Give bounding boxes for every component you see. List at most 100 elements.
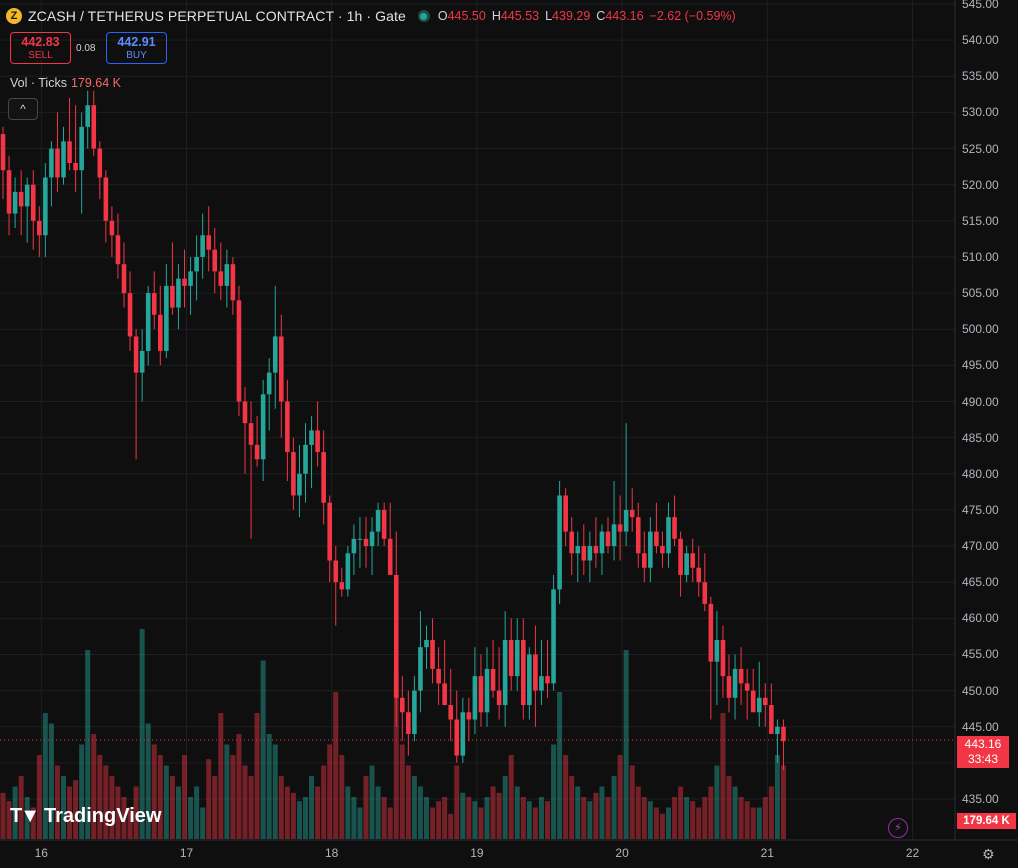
- volume-bar: [538, 797, 544, 839]
- volume-bar: [411, 776, 417, 839]
- buy-button[interactable]: 442.91 BUY: [106, 32, 167, 64]
- candle: [91, 90, 97, 156]
- lightning-icon[interactable]: ⚡: [888, 818, 908, 838]
- candle-body: [484, 668, 490, 713]
- volume-bar: [290, 792, 296, 839]
- volume-legend[interactable]: Vol · Ticks 179.64 K: [10, 76, 121, 90]
- price-axis-tick: 540.00: [962, 33, 999, 48]
- candle: [139, 329, 145, 402]
- gear-icon[interactable]: ⚙: [982, 846, 995, 862]
- price-axis-tick: 530.00: [962, 105, 999, 120]
- symbol-title[interactable]: ZCASH / TETHERUS PERPETUAL CONTRACT · 1h…: [28, 8, 406, 24]
- candle: [73, 105, 78, 192]
- candle-body: [496, 690, 502, 706]
- volume-bar: [351, 797, 357, 839]
- candle: [339, 567, 345, 597]
- candle: [345, 546, 351, 597]
- sell-price: 442.83: [21, 35, 60, 49]
- candle-body: [170, 285, 175, 308]
- candle-body: [188, 271, 193, 286]
- candle-body: [581, 546, 587, 561]
- volume-bar: [363, 776, 369, 839]
- candle: [466, 697, 472, 742]
- candle: [309, 415, 314, 489]
- tradingview-logo[interactable]: T▼ TradingView: [10, 805, 161, 828]
- candle-body: [611, 524, 617, 547]
- candle: [37, 206, 42, 257]
- candle: [436, 647, 441, 706]
- volume-bar: [762, 797, 768, 839]
- volume-bar: [466, 797, 472, 839]
- volume-bar: [30, 807, 36, 839]
- candle-body: [587, 546, 593, 561]
- candle: [623, 423, 629, 547]
- candle: [242, 387, 248, 474]
- volume-bar: [194, 786, 200, 839]
- volume-bar: [508, 755, 514, 839]
- candle: [170, 242, 175, 315]
- time-axis-tick: 16: [34, 846, 48, 860]
- candle-body: [539, 676, 544, 691]
- volume-bar: [532, 807, 538, 839]
- candle-body: [490, 668, 496, 691]
- candle-body: [527, 654, 532, 706]
- market-status-icon[interactable]: [417, 10, 430, 22]
- collapse-legend-button[interactable]: ^: [8, 98, 38, 120]
- candle-body: [327, 502, 332, 561]
- candle-body: [43, 177, 48, 236]
- volume-bar: [545, 801, 550, 839]
- volume-bar: [309, 776, 315, 839]
- candle-body: [97, 148, 103, 178]
- candle-body: [115, 235, 121, 265]
- candle: [418, 611, 423, 713]
- candle-body: [266, 372, 272, 395]
- volume-bar: [472, 801, 478, 839]
- candle-body: [418, 647, 423, 691]
- volume-bar: [278, 776, 284, 839]
- candle-body: [684, 553, 689, 575]
- candle-body: [720, 640, 726, 677]
- symbol-header[interactable]: Z ZCASH / TETHERUS PERPETUAL CONTRACT · …: [6, 6, 742, 26]
- candle: [321, 430, 326, 525]
- volume-bar: [200, 807, 206, 839]
- price-axis-tick: 520.00: [962, 177, 999, 192]
- candle-body: [164, 285, 169, 351]
- candle: [678, 531, 683, 597]
- time-axis-tick: 22: [905, 846, 920, 860]
- sell-button[interactable]: 442.83 SELL: [10, 32, 71, 64]
- candle-body: [242, 401, 248, 424]
- candle-body: [442, 683, 447, 706]
- candle-body: [551, 589, 556, 684]
- volume-bar: [375, 786, 381, 839]
- volume-bar: [272, 744, 278, 839]
- volume-bar: [738, 797, 744, 839]
- candle: [478, 654, 484, 727]
- candle: [188, 256, 193, 315]
- candle-body: [18, 191, 24, 207]
- candle: [49, 141, 54, 207]
- candle: [448, 668, 453, 742]
- volume-bar: [248, 776, 254, 839]
- candle: [726, 654, 732, 713]
- candle-body: [133, 336, 139, 373]
- candle: [648, 517, 653, 583]
- candle-body: [158, 314, 163, 351]
- price-axis-tick: 495.00: [962, 358, 999, 373]
- candle: [351, 524, 357, 575]
- candle: [406, 690, 411, 756]
- candle-body: [333, 560, 339, 583]
- candle-body: [750, 690, 756, 713]
- candle-body: [303, 444, 308, 474]
- volume-bar: [345, 786, 351, 839]
- candle-body: [412, 690, 417, 734]
- volume-bar: [690, 801, 696, 839]
- candle: [684, 546, 689, 583]
- volume-bar: [405, 765, 411, 839]
- volume-bar: [442, 797, 448, 839]
- candle-body: [599, 531, 605, 554]
- candle-body: [206, 235, 211, 250]
- volume-bar: [67, 786, 73, 839]
- candle-body: [466, 712, 472, 720]
- candle: [61, 126, 66, 185]
